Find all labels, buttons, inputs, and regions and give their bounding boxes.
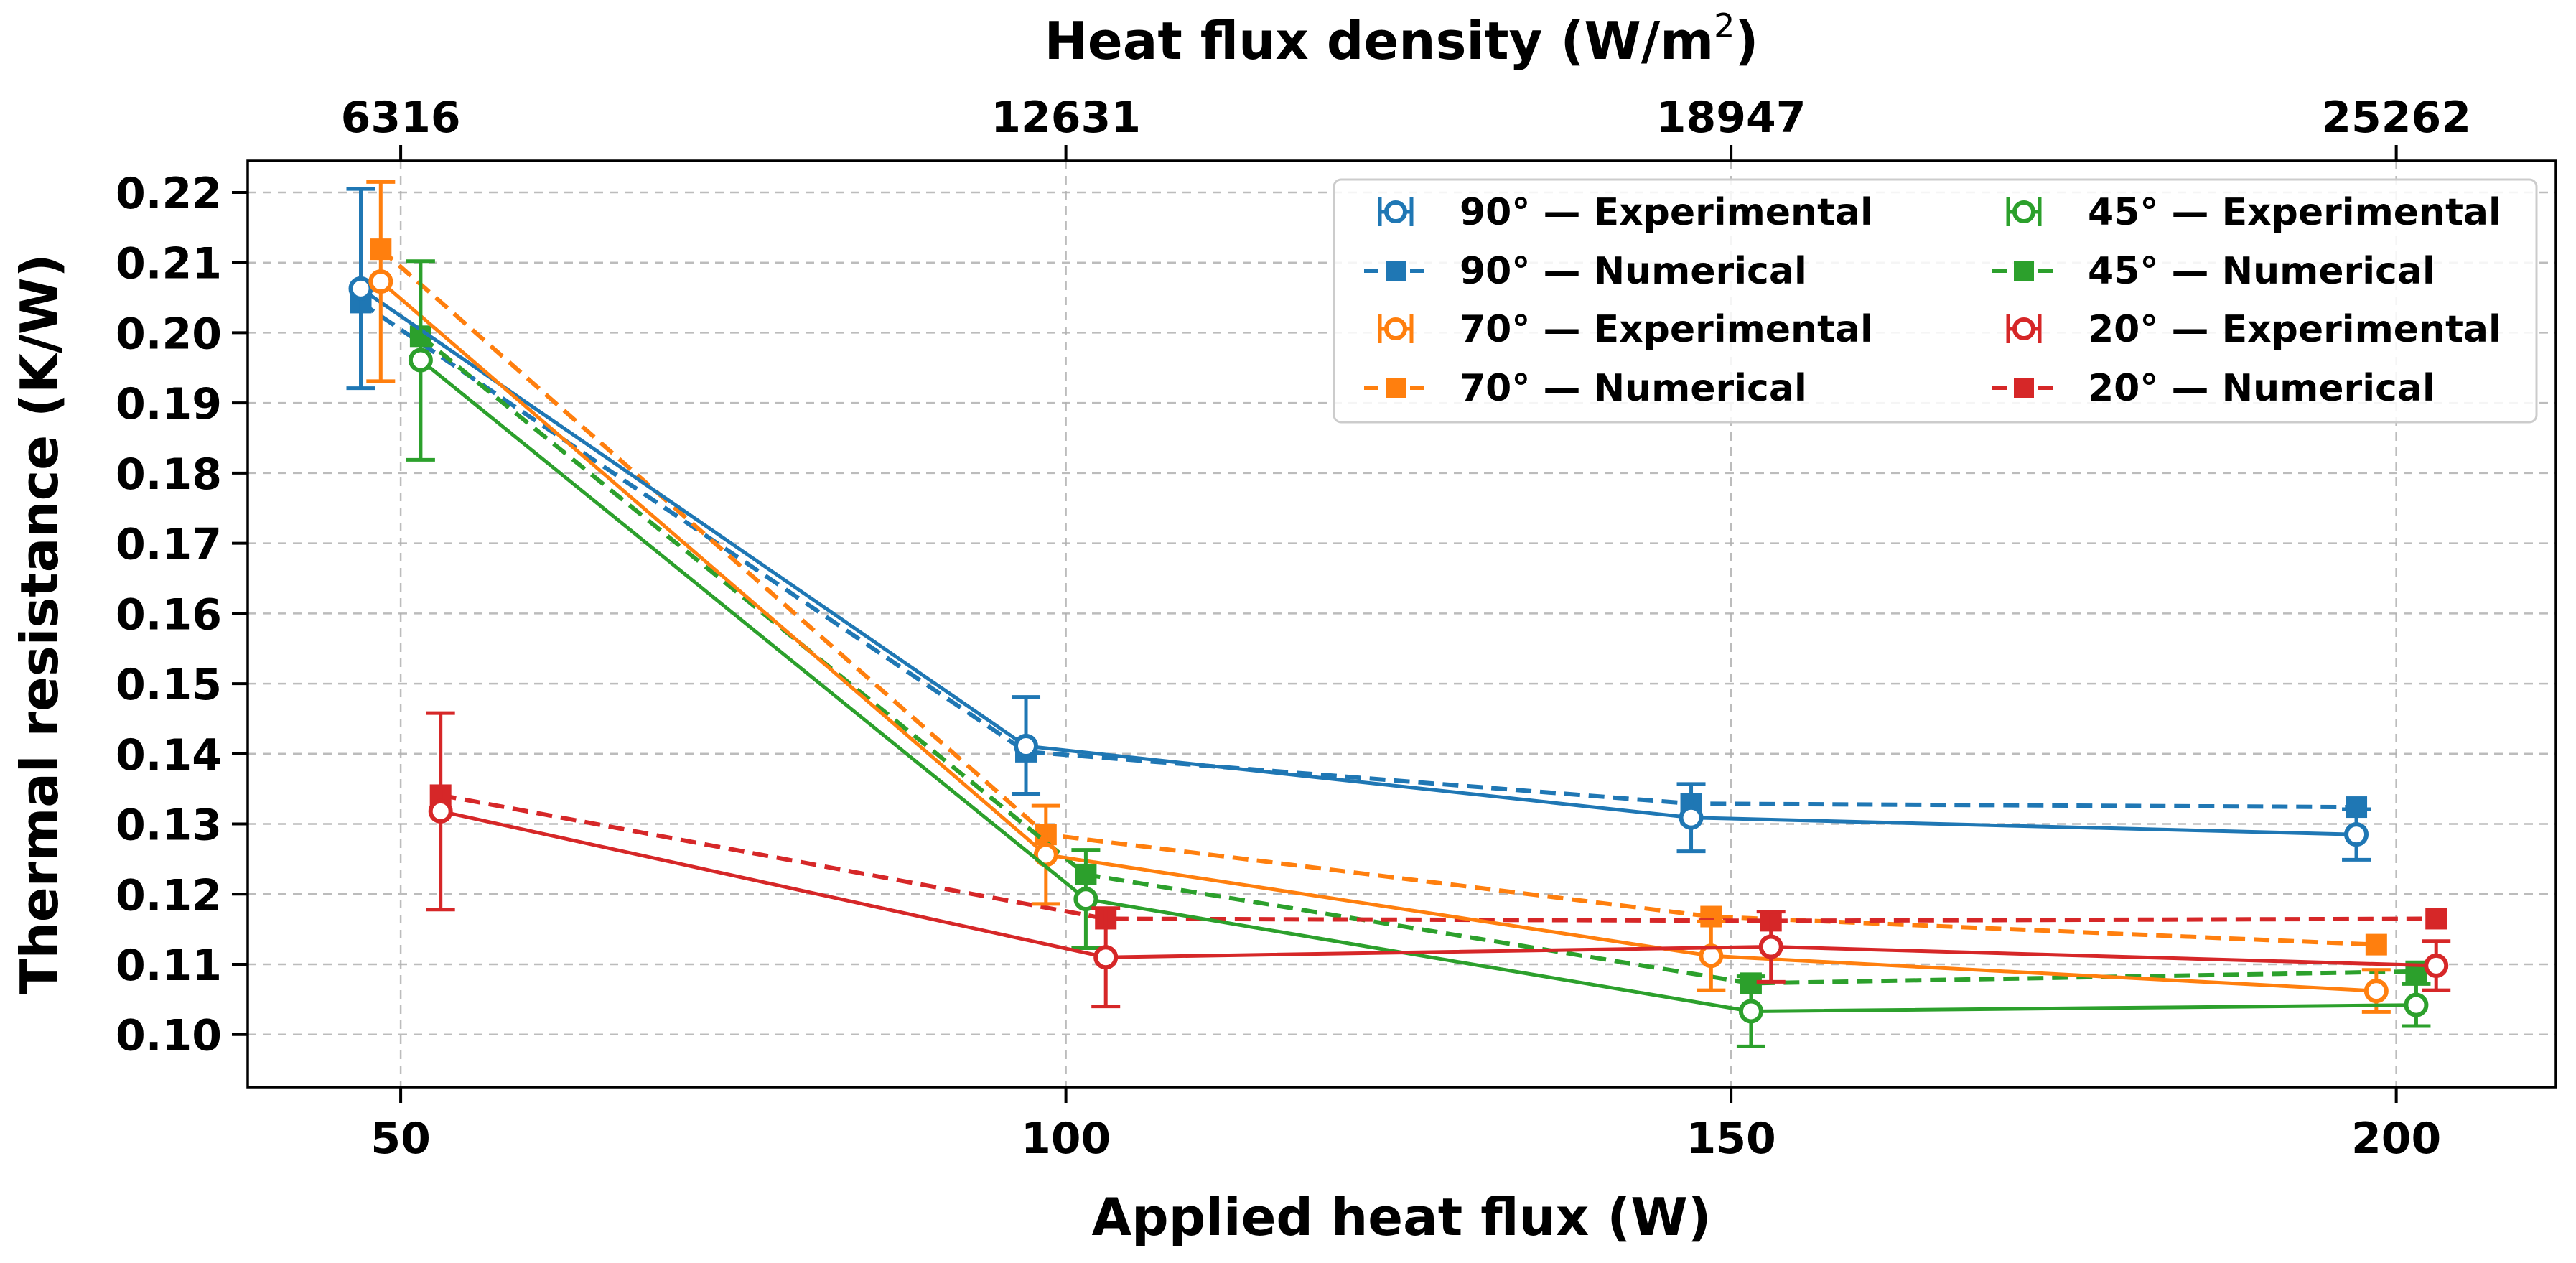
data-point-circle — [2344, 822, 2369, 847]
data-point-circle — [1093, 945, 1119, 970]
legend-swatch-marker — [2012, 200, 2035, 223]
legend-label: 20° — Numerical — [2088, 367, 2435, 410]
legend-item: 90° — Experimental — [1378, 191, 1873, 234]
top-axis-title: Heat flux density (W/m2) — [1045, 6, 1759, 71]
legend-label: 45° — Numerical — [2088, 250, 2435, 293]
data-point-circle — [2424, 953, 2449, 978]
y-tick-label: 0.12 — [116, 870, 222, 921]
legend-item: 70° — Experimental — [1378, 308, 1873, 351]
data-point-circle — [348, 276, 373, 301]
series-line — [379, 247, 2376, 947]
top-tick-label: 18947 — [1656, 93, 1806, 143]
y-tick-label: 0.13 — [116, 801, 222, 851]
data-point-square — [2425, 908, 2447, 930]
legend-swatch-marker — [1386, 261, 1406, 281]
legend-item: 20° — Experimental — [2006, 308, 2501, 351]
legend-items: 90° — Experimental 90° — Numerical 70° — E… — [1364, 191, 2501, 410]
data-point-square — [2365, 933, 2387, 956]
y-tick-label: 0.10 — [116, 1011, 222, 1061]
series-line — [440, 793, 2437, 923]
x-tick-label: 50 — [370, 1114, 431, 1164]
y-tick-label: 0.17 — [116, 520, 222, 570]
series-line — [379, 280, 2376, 993]
legend: 90° — Experimental 90° — Numerical 70° — E… — [1333, 178, 2538, 424]
data-point-circle — [1014, 734, 1039, 759]
data-point-circle — [408, 348, 433, 373]
x-tick-label: 100 — [1021, 1114, 1111, 1164]
series-line — [360, 286, 2357, 836]
legend-label: 70° — Experimental — [1460, 308, 1873, 351]
x-tick-label: 150 — [1686, 1114, 1775, 1164]
series-45-experimental — [406, 259, 2431, 1048]
top-tick-label: 25262 — [2321, 93, 2471, 143]
y-tick-label: 0.15 — [116, 660, 222, 710]
top-axis-title-close: ) — [1735, 11, 1758, 71]
top-axis-title-main: Heat flux density (W/m — [1045, 11, 1714, 71]
data-point-circle — [1073, 887, 1098, 912]
data-point-circle — [428, 798, 453, 824]
top-tick-label: 12631 — [991, 93, 1141, 143]
legend-frame — [1333, 178, 2538, 424]
series-line — [440, 809, 2437, 968]
legend-swatch-marker — [2014, 378, 2034, 398]
axes: 0.10 0.11 0.12 0.13 0.14 0.15 0.16 0.17 0.18 0.19… — [116, 93, 2471, 1164]
y-tick-label: 0.16 — [116, 589, 222, 640]
legend-item: 70° — Numerical — [1364, 367, 1807, 410]
legend-swatch-marker — [2014, 261, 2034, 281]
top-axis-title-superscript: 2 — [1714, 6, 1735, 45]
legend-swatch-marker — [1384, 200, 1407, 223]
legend-item: 45° — Numerical — [1992, 250, 2435, 293]
data-point-circle — [1699, 943, 1724, 969]
y-tick-label: 0.20 — [116, 309, 222, 359]
series-layer — [346, 180, 2451, 1048]
y-axis-title: Thermal resistance (K/W) — [9, 254, 70, 994]
legend-label: 90° — Experimental — [1460, 191, 1873, 234]
data-point-circle — [2363, 979, 2389, 1004]
legend-item: 20° — Numerical — [1992, 367, 2435, 410]
legend-swatch-marker — [1384, 317, 1407, 340]
x-axis-title: Applied heat flux (W) — [1091, 1187, 1711, 1247]
y-tick-label: 0.21 — [116, 239, 222, 289]
data-point-circle — [1679, 805, 1704, 830]
legend-label: 90° — Numerical — [1460, 250, 1807, 293]
x-tick-label: 200 — [2351, 1114, 2441, 1164]
legend-label: 20° — Experimental — [2088, 308, 2501, 351]
plot-frame — [246, 159, 2557, 1089]
data-point-circle — [2404, 992, 2429, 1017]
legend-item: 45° — Experimental — [2006, 191, 2501, 234]
data-point-circle — [1738, 999, 1763, 1024]
series-line — [419, 358, 2417, 1013]
legend-item: 90° — Numerical — [1364, 250, 1807, 293]
data-point-circle — [1758, 934, 1783, 959]
y-tick-label: 0.11 — [116, 941, 222, 991]
legend-swatch-marker — [1386, 378, 1406, 398]
series-20-experimental — [426, 711, 2451, 1009]
series-90-experimental — [346, 187, 2371, 862]
legend-swatch-marker — [2012, 317, 2035, 340]
top-tick-label: 6316 — [341, 93, 461, 143]
y-tick-label: 0.19 — [116, 379, 222, 429]
legend-label: 70° — Numerical — [1460, 367, 1807, 410]
series-70-numerical — [370, 238, 2387, 956]
y-tick-label: 0.18 — [116, 449, 222, 500]
y-tick-label: 0.14 — [116, 730, 222, 780]
y-tick-label: 0.22 — [116, 169, 222, 219]
data-point-circle — [368, 269, 393, 294]
legend-label: 45° — Experimental — [2088, 191, 2501, 234]
